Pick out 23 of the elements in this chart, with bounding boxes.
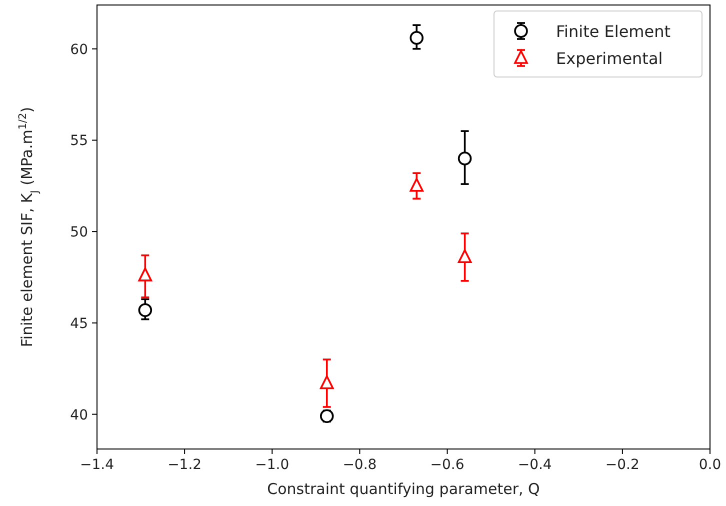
point	[138, 268, 152, 282]
x-tick-label: −1.2	[168, 457, 202, 473]
x-axis-title: Constraint quantifying parameter, Q	[267, 480, 540, 498]
point	[410, 30, 424, 45]
point	[138, 303, 152, 318]
x-tick-label: 0.0	[698, 457, 722, 473]
x-tick-label: −0.2	[605, 457, 640, 473]
legend-label: Finite Element	[556, 22, 671, 41]
point	[410, 178, 424, 192]
y-tick-label: 60	[70, 42, 88, 58]
x-tick-label: −0.4	[518, 457, 552, 473]
x-tick-label: −1.4	[80, 457, 114, 473]
x-tick-label: −0.8	[342, 457, 377, 473]
y-tick-label: 55	[70, 133, 88, 150]
legend-label: Experimental	[556, 49, 663, 68]
point	[458, 152, 472, 166]
y-tick-label: 50	[70, 224, 88, 241]
y-tick-label: 45	[70, 316, 88, 332]
point	[458, 249, 472, 264]
y-tick-label: 40	[70, 407, 88, 424]
point	[320, 375, 334, 390]
x-tick-label: −1.0	[255, 457, 290, 473]
x-tick-label: −0.6	[430, 457, 464, 473]
